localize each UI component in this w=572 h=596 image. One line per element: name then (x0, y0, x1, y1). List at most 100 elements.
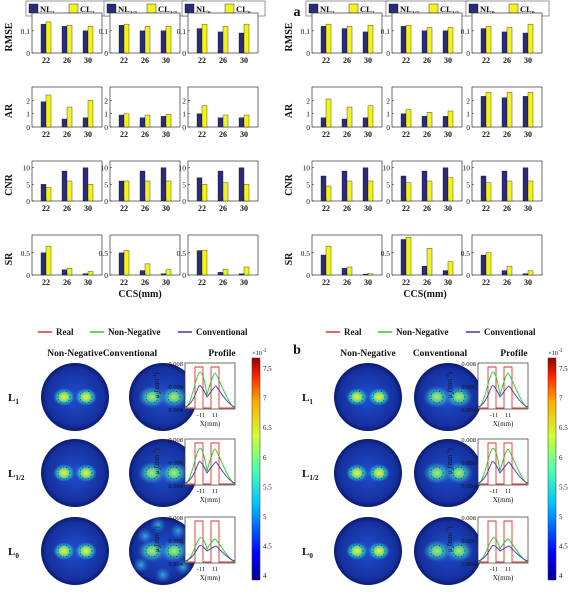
x-tick-label: 26 (503, 130, 511, 139)
x-tick-label: 26 (503, 56, 511, 65)
bar-nl (61, 118, 68, 128)
bar-nl (139, 117, 146, 128)
artifact (155, 567, 171, 583)
y-tick-label: 0.1 (461, 27, 471, 36)
x-tick-label: 26 (343, 204, 351, 213)
reconstruction-nonneg (334, 363, 402, 431)
x-tick-label: 22 (402, 56, 410, 65)
profile-x-tick: -11 (197, 566, 205, 573)
x-tick-label: 30 (162, 204, 170, 213)
y-tick-label: 5 (386, 180, 390, 189)
bar-cl (506, 27, 513, 54)
target-outline (79, 390, 93, 404)
bar-cl (405, 237, 412, 276)
bar-nl (320, 254, 327, 276)
bar-nl (341, 170, 348, 202)
colorbar-tick: 7.5 (559, 365, 568, 373)
legend-label-conv: Conventional (484, 327, 536, 337)
colorbar-tick: 4 (263, 572, 267, 580)
bar-nl (480, 96, 487, 128)
bar-cl (87, 184, 94, 202)
target-right (160, 386, 188, 408)
legend-label-real: Real (56, 327, 74, 337)
target-outline (430, 390, 444, 404)
bar-cl (144, 263, 151, 276)
colorbar (251, 357, 261, 581)
bar-cl (346, 26, 353, 54)
target-outline (452, 544, 466, 558)
bar-cl (123, 23, 130, 54)
bar-nl (40, 184, 47, 202)
panel-letter-a: a (294, 5, 301, 20)
profile-y-tick: 0.006 (168, 384, 183, 391)
bar-cl (123, 180, 130, 202)
reconstruction-conventional (414, 439, 482, 507)
bar-nl (160, 116, 167, 128)
x-tick-label: 26 (423, 278, 431, 287)
bar-nl (61, 170, 68, 202)
y-tick-label: 0 (26, 271, 30, 280)
bar-nl (217, 31, 224, 54)
bar-cl (367, 180, 374, 202)
profile-y-label: μa(mm-1) (153, 448, 163, 474)
profile-conv (184, 385, 236, 408)
x-tick-label: 26 (503, 204, 511, 213)
bar-cl (87, 26, 94, 54)
profile-frame (477, 516, 529, 564)
metric-label: SR (4, 252, 15, 266)
col-title-profile: Profile (208, 349, 235, 359)
bar-nl (118, 180, 125, 202)
bar-nl (522, 96, 529, 128)
bar-nl (40, 101, 47, 128)
profile-x-label: X(mm) (200, 496, 221, 504)
legend-swatch-nl (106, 3, 117, 14)
x-tick-label: 30 (240, 204, 248, 213)
bar-nl (522, 273, 529, 276)
target-left (346, 388, 368, 406)
x-tick-label: 30 (524, 130, 532, 139)
x-tick-label: 22 (402, 204, 410, 213)
bar-nl (82, 117, 89, 128)
y-tick-label: 1 (386, 110, 390, 119)
bar-cl (144, 114, 151, 128)
colorbar-tick: 5.5 (559, 483, 568, 491)
bar-cl (506, 92, 513, 128)
bar-cl (325, 245, 332, 276)
x-axis-label: CCS(mm) (118, 289, 161, 300)
colorbar-tick: 4.5 (559, 543, 568, 551)
target-right (75, 542, 97, 560)
bar-cl (66, 106, 73, 128)
bar-nl (341, 118, 348, 128)
col-title-conv: Conventional (103, 349, 158, 359)
y-tick-label: 2 (26, 96, 30, 105)
bar-nl (82, 167, 89, 202)
x-tick-label: 30 (364, 204, 372, 213)
bar-cl (201, 105, 208, 128)
target-outline (430, 466, 444, 480)
legend-swatch-cl (224, 3, 235, 14)
legend-label-nonneg: Non-Negative (396, 327, 449, 337)
profile-x-tick: -11 (197, 412, 205, 419)
target-outline (167, 390, 181, 404)
col-title-nonneg: Non-Negative (47, 349, 102, 359)
profile-x-label: X(mm) (200, 420, 221, 428)
target-outline (79, 466, 93, 480)
profile-y-tick: 0.006 (461, 384, 476, 391)
profile-conv (184, 544, 236, 562)
x-tick-label: 22 (482, 130, 490, 139)
bar-nl (82, 273, 89, 276)
legend-swatch-cl (146, 3, 157, 14)
target-left (53, 388, 75, 406)
colorbar-tick: 6.5 (559, 424, 568, 432)
bar-nl (480, 254, 487, 276)
reconstruction-conventional (129, 517, 197, 585)
x-tick-label: 26 (343, 130, 351, 139)
bar-cl (243, 184, 250, 202)
y-tick-label: 0 (26, 49, 30, 58)
target-right (368, 388, 390, 406)
y-tick-label: 10 (383, 164, 391, 173)
bar-nl (238, 167, 245, 202)
target-left (423, 540, 451, 562)
x-tick-label: 22 (482, 204, 490, 213)
legend-label-real: Real (344, 327, 362, 337)
